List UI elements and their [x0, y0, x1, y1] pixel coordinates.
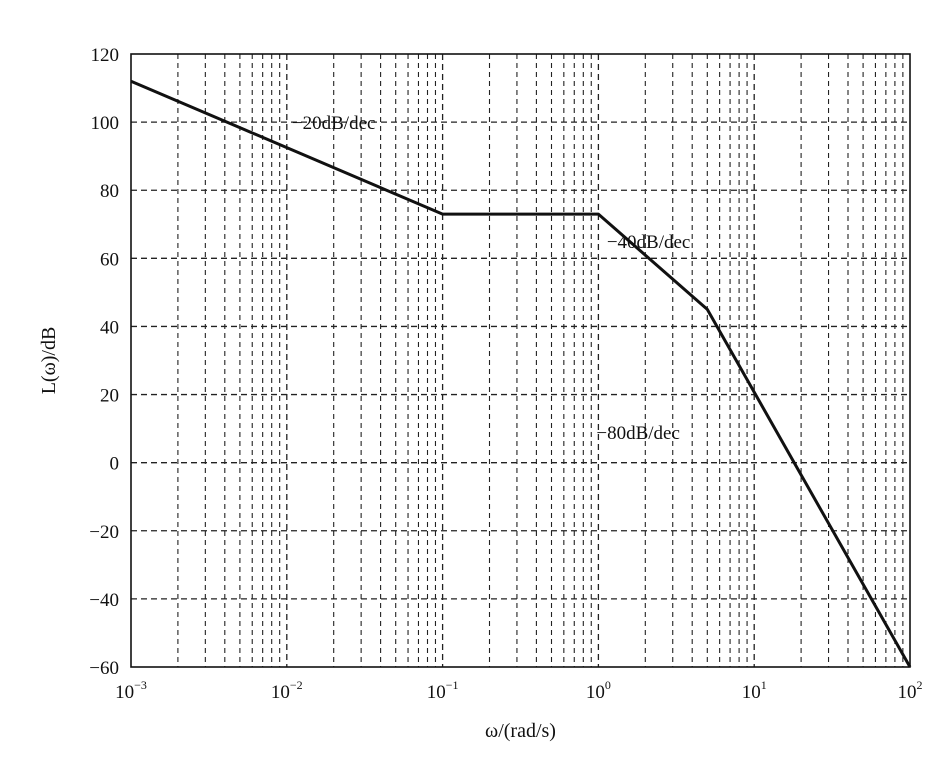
y-tick-label: 120: [91, 45, 120, 66]
y-tick-label: 60: [100, 249, 119, 270]
x-tick-label: 10−1: [427, 678, 459, 703]
x-tick-label: 101: [742, 678, 767, 703]
plot-frame: [130, 53, 911, 668]
x-tick-labels: 10−3 10−2 10−1 100 101 102: [115, 678, 922, 703]
y-tick-label: −40: [89, 590, 119, 611]
series-layer: [130, 79, 912, 668]
slope-annotation: −80dB/dec: [596, 423, 680, 444]
y-tick-label: 0: [110, 454, 120, 475]
y-axis-label: L(ω)/dB: [38, 327, 60, 395]
y-tick-label: −60: [89, 658, 119, 679]
y-tick-label: 20: [100, 386, 119, 407]
slope-annotations: −20dB/dec −40dB/dec −80dB/dec: [292, 113, 690, 444]
x-axis-label: ω/(rad/s): [485, 720, 556, 742]
x-tick-label: 10−3: [115, 678, 147, 703]
slope-annotation: −20dB/dec: [292, 113, 376, 134]
y-tick-label: −20: [89, 522, 119, 543]
x-tick-label: 10−2: [271, 678, 303, 703]
grid-lines: [131, 54, 910, 667]
y-tick-labels: 120 100 80 60 40 20 0 −20 −40 −60: [89, 45, 119, 679]
slope-annotation: −40dB/dec: [607, 232, 691, 253]
y-tick-label: 80: [100, 181, 119, 202]
y-tick-label: 40: [100, 317, 119, 338]
magnitude-line: [130, 79, 912, 668]
x-tick-label: 100: [586, 678, 611, 703]
x-tick-label: 102: [898, 678, 923, 703]
y-tick-label: 100: [91, 113, 120, 134]
